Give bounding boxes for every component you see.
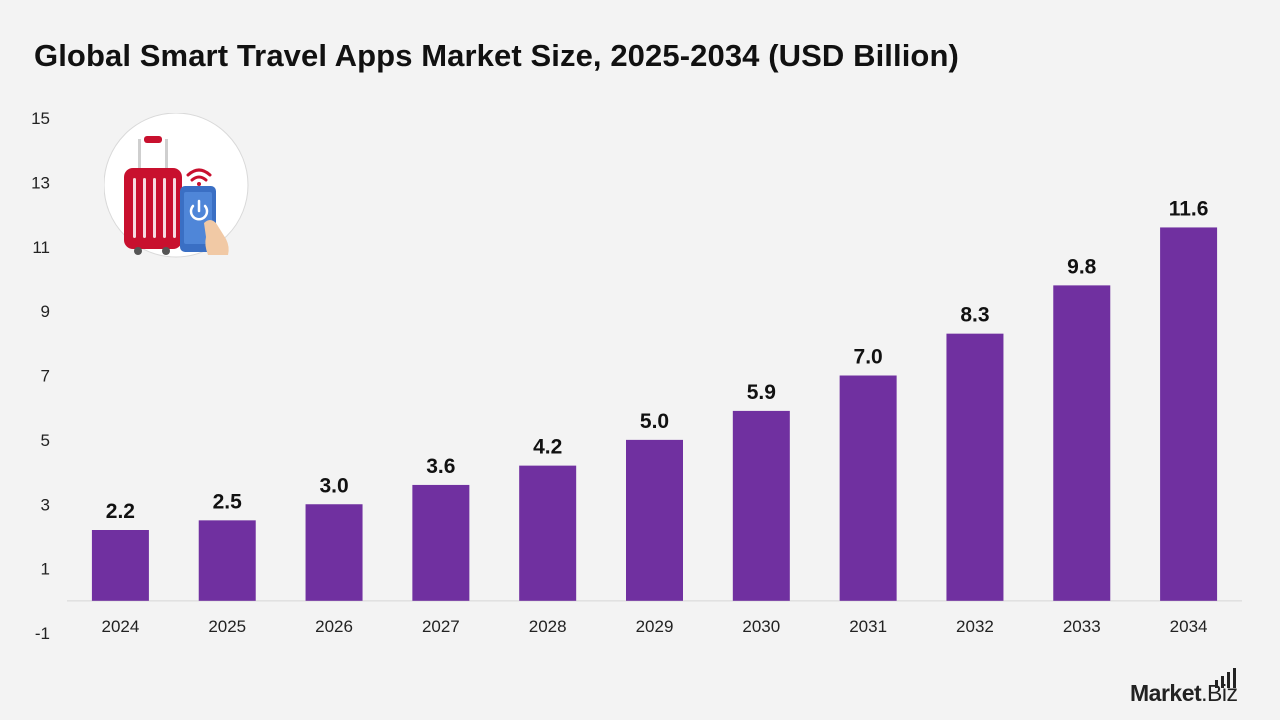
hand-icon [204,220,229,255]
bar-value-label: 8.3 [960,304,989,327]
bar [946,333,1004,601]
y-tick-label: 11 [32,238,50,257]
x-tick-label: 2026 [315,617,353,636]
bar-value-label: 3.6 [426,455,455,478]
bar-value-label: 9.8 [1067,255,1097,278]
bar [839,375,897,601]
wifi-icon [186,168,212,186]
bar [519,465,577,601]
bar-value-label: 4.2 [533,436,562,459]
y-tick-label: 15 [31,109,50,128]
x-tick-label: 2024 [101,617,139,636]
bar [1053,285,1111,601]
power-icon [189,199,209,221]
chart-title: Global Smart Travel Apps Market Size, 20… [34,38,959,73]
x-tick-label: 2032 [956,617,994,636]
bar-value-label: 2.5 [213,490,243,513]
y-tick-label: 7 [41,367,50,386]
y-tick-label: 13 [31,173,50,192]
bar-value-label: 11.6 [1169,197,1209,220]
bar [1160,227,1218,601]
bar-value-label: 3.0 [319,474,348,497]
x-axis: 2024 2025 2026 2027 2028 2029 2030 2031 2032 2033… [101,617,1207,636]
x-tick-label: 2029 [636,617,674,636]
bar-value-label: 2.2 [106,500,135,523]
bar [412,484,470,601]
brand-logo: Market.Biz [1130,668,1260,708]
x-tick-label: 2025 [208,617,246,636]
suitcase-icon [124,136,182,255]
bars-icon [1215,668,1236,688]
y-tick-label: 1 [41,560,50,579]
bar-series: 2.2 2.5 3.0 3.6 4.2 5.0 5.9 7.0 8.3 9.8 11.6 [91,197,1218,601]
x-tick-label: 2027 [422,617,460,636]
bar [626,439,683,601]
brand-suffix: .Biz [1201,680,1238,706]
suitcase-phone-illustration [104,113,249,258]
x-tick-label: 2033 [1063,617,1101,636]
bar [305,504,363,601]
bar-value-label: 5.0 [640,410,669,433]
bar [198,520,256,601]
y-tick-label: 9 [41,302,50,321]
y-tick-label: 5 [41,431,50,450]
brand-name: Market [1130,680,1202,706]
x-tick-label: 2030 [742,617,780,636]
bar [732,410,790,601]
bar-value-label: 7.0 [854,346,883,369]
x-tick-label: 2028 [529,617,567,636]
bar [91,530,149,601]
x-tick-label: 2034 [1170,617,1208,636]
bar-value-label: 5.9 [747,381,776,404]
x-tick-label: 2031 [849,617,887,636]
y-tick-label: -1 [35,624,50,643]
y-tick-label: 3 [41,495,50,514]
